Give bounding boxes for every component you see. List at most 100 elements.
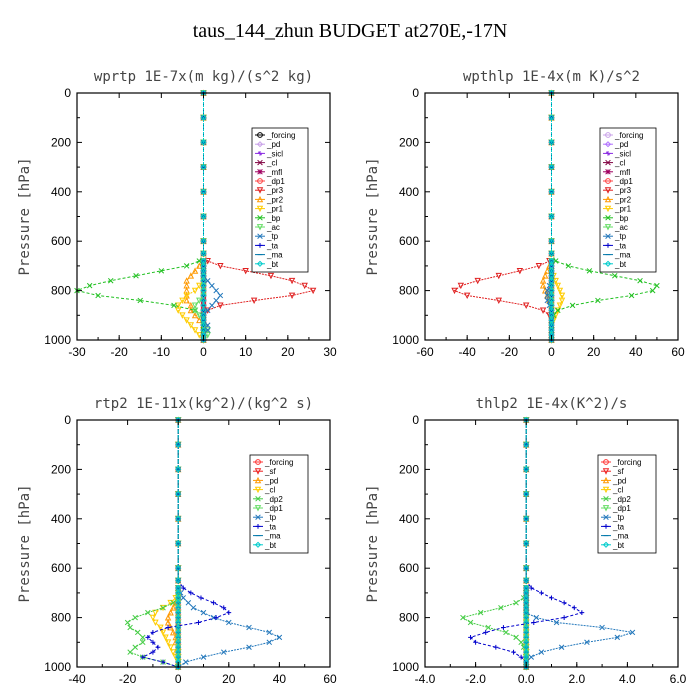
data-point — [503, 629, 509, 636]
x-tick-label: 40 — [629, 345, 643, 359]
data-point — [226, 619, 232, 626]
data-point — [159, 604, 167, 612]
data-point — [165, 625, 171, 630]
legend: _forcing_sf_pd_cl_dp2_dp1_tp_ta_ma_bt — [597, 454, 657, 554]
data-point — [196, 258, 203, 264]
legend-label: _bt — [614, 260, 627, 269]
data-point — [579, 610, 585, 616]
x-tick-label: 60 — [671, 345, 685, 359]
legend-marker — [256, 224, 264, 231]
data-point — [288, 277, 296, 285]
y-tick-label: 1000 — [44, 660, 71, 674]
data-point — [523, 490, 530, 498]
data-point — [548, 213, 555, 220]
data-point — [179, 297, 186, 304]
data-point — [544, 297, 551, 304]
legend: _forcing_sf_pd_cl_dp2_dp1_tp_ta_ma_bt — [249, 454, 309, 554]
legend-label: _ta — [614, 241, 627, 250]
data-point — [522, 302, 530, 309]
data-point — [185, 600, 192, 606]
legend-label: _bt — [264, 541, 277, 550]
data-point — [191, 327, 199, 334]
x-tick-label: 40 — [273, 672, 287, 686]
data-point — [175, 540, 182, 547]
y-tick-label: 800 — [399, 611, 419, 625]
data-point — [191, 302, 199, 309]
data-point — [611, 273, 618, 279]
legend-label: _ta — [612, 522, 625, 531]
legend-marker — [605, 132, 611, 138]
data-point — [555, 307, 561, 314]
data-point — [495, 272, 503, 280]
legend-marker — [257, 132, 263, 138]
data-point — [204, 327, 211, 333]
data-point — [213, 297, 219, 304]
x-tick-label: -10 — [153, 345, 171, 359]
data-point — [538, 649, 545, 655]
series-pr3 — [451, 90, 555, 344]
legend-label: _dp1 — [266, 177, 285, 186]
x-tick-label: -2.0 — [465, 672, 486, 686]
legend-marker — [605, 243, 611, 248]
y-tick-label: 600 — [51, 234, 71, 248]
y-axis-label: Pressure [hPa] — [17, 157, 33, 275]
data-point — [187, 272, 195, 279]
legend-marker — [257, 159, 263, 166]
data-point — [242, 267, 249, 275]
legend-label: _pr3 — [266, 186, 284, 195]
legend-marker — [256, 187, 264, 194]
data-point — [174, 307, 182, 314]
data-point — [614, 634, 621, 641]
legend-label: _pr2 — [266, 195, 284, 204]
legend-marker — [256, 205, 264, 213]
data-point — [548, 114, 555, 121]
data-point — [152, 619, 159, 627]
legend-marker — [254, 476, 262, 484]
data-point — [217, 302, 224, 309]
data-point — [200, 163, 207, 171]
data-point — [167, 599, 174, 607]
data-point — [200, 654, 207, 660]
panel-title: thlp2 1E-4x(K^2)/s — [476, 396, 628, 412]
x-tick-label: -4.0 — [415, 672, 436, 686]
data-point — [637, 277, 643, 284]
x-tick-label: 6.0 — [670, 672, 687, 686]
x-tick-label: 20 — [222, 672, 236, 686]
legend-marker — [257, 151, 263, 156]
data-point — [140, 634, 146, 641]
panel-1: wprtp 1E-7x(m kg)/(s^2 kg) Pressure [hPa]… — [17, 69, 337, 359]
legend-label: _forcing — [612, 458, 641, 467]
data-point — [211, 600, 217, 606]
data-point — [516, 267, 524, 275]
legend-label: _dp2 — [612, 495, 631, 504]
legend-label: _tp — [264, 513, 277, 522]
y-tick-label: 800 — [399, 284, 419, 298]
data-point — [523, 663, 530, 671]
data-point — [179, 312, 186, 319]
legend-label: _sicl — [266, 149, 283, 158]
legend-marker — [604, 195, 612, 203]
data-point — [501, 625, 506, 630]
data-point — [523, 441, 530, 448]
legend-label: _forcing — [264, 458, 293, 467]
data-point — [150, 630, 156, 635]
legend-label: _pr3 — [614, 186, 632, 195]
y-tick-label: 1000 — [392, 660, 419, 674]
data-point — [204, 277, 211, 284]
data-point — [175, 663, 182, 671]
data-point — [191, 267, 199, 274]
data-point — [175, 490, 182, 498]
series-ta — [140, 417, 232, 670]
legend-marker — [257, 243, 263, 248]
data-point — [149, 614, 157, 622]
data-point — [170, 600, 176, 606]
data-point — [301, 282, 308, 290]
legend-label: _forcing — [614, 131, 643, 140]
y-tick-label: 400 — [399, 185, 419, 199]
data-point — [217, 263, 224, 270]
data-point — [548, 250, 555, 257]
legend-label: _bp — [614, 214, 629, 223]
data-point — [196, 620, 201, 625]
legend-marker — [602, 505, 610, 512]
legend-label: _ac — [614, 223, 628, 232]
